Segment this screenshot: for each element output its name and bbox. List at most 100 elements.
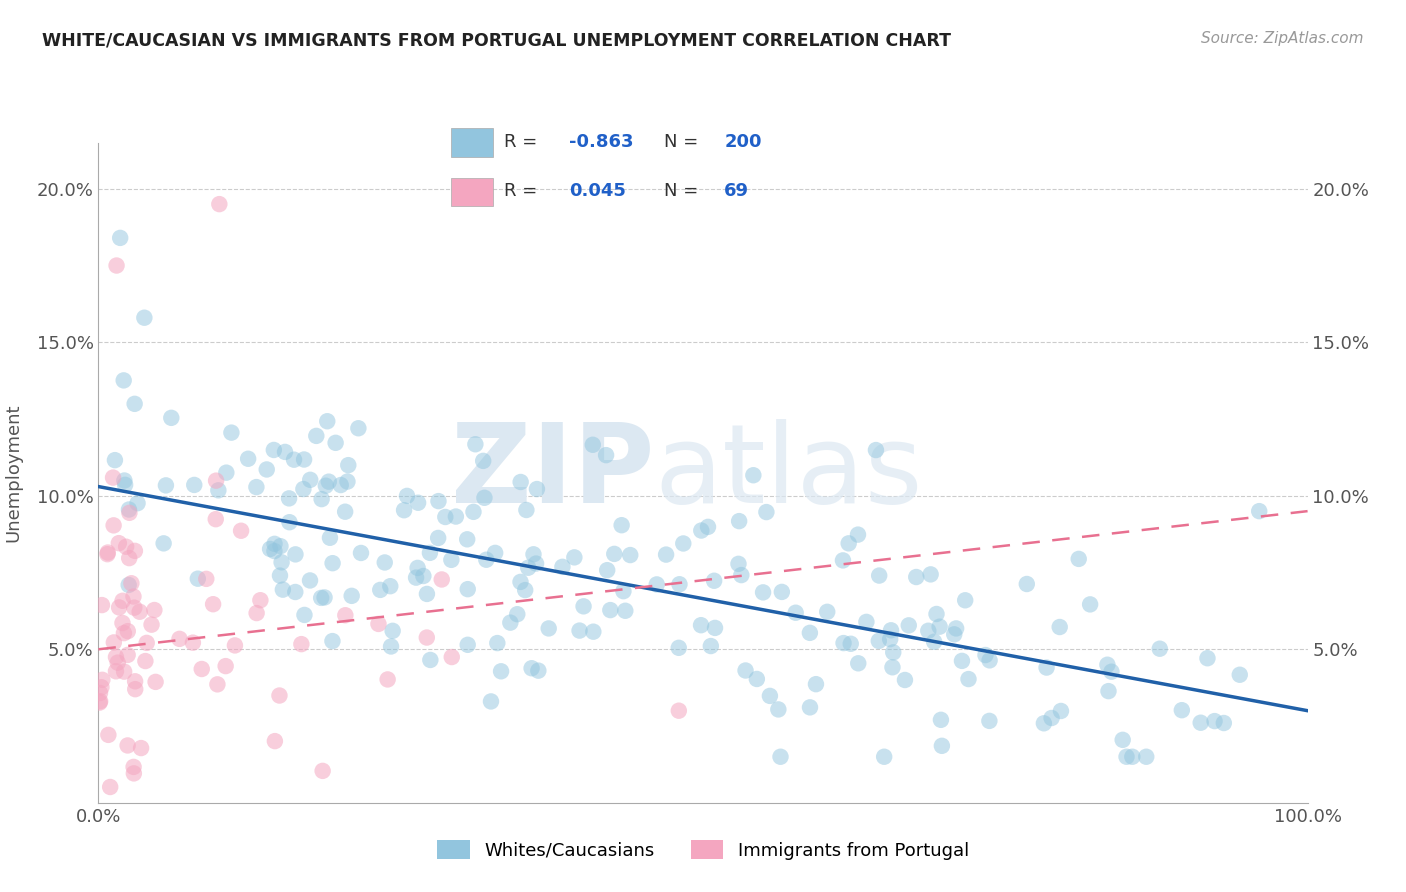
Point: [815, 605, 838, 619]
Point: [141, 617, 163, 632]
FancyBboxPatch shape: [451, 128, 494, 157]
Point: [475, 553, 498, 567]
Point: [215, 466, 238, 480]
Point: [135, 636, 157, 650]
Point: [104, 665, 127, 679]
Point: [367, 616, 389, 631]
Text: R =: R =: [505, 133, 543, 151]
Point: [928, 620, 950, 634]
Point: [263, 544, 285, 558]
Point: [464, 437, 486, 451]
Point: [406, 561, 429, 575]
Point: [381, 624, 404, 638]
Point: [1249, 504, 1271, 518]
Point: [124, 544, 146, 558]
Point: [672, 536, 695, 550]
Point: [953, 593, 976, 607]
Point: [655, 548, 678, 562]
Point: [832, 636, 855, 650]
Point: [205, 474, 228, 488]
Point: [118, 551, 141, 566]
Point: [768, 702, 790, 716]
Point: [299, 473, 322, 487]
Point: [269, 689, 291, 703]
Point: [515, 503, 537, 517]
Point: [1035, 660, 1057, 674]
Point: [517, 560, 540, 574]
Point: [522, 547, 544, 561]
Point: [416, 631, 439, 645]
Point: [520, 661, 543, 675]
Text: 69: 69: [724, 182, 749, 201]
Point: [143, 603, 166, 617]
Point: [690, 524, 713, 538]
Point: [181, 635, 204, 649]
Point: [1189, 715, 1212, 730]
Point: [1049, 620, 1071, 634]
Point: [509, 574, 531, 589]
Point: [101, 470, 124, 484]
Point: [799, 700, 821, 714]
Point: [894, 673, 917, 687]
Point: [1135, 749, 1157, 764]
Point: [278, 491, 301, 506]
Point: [1229, 667, 1251, 681]
Point: [440, 650, 463, 665]
Point: [183, 478, 205, 492]
Point: [322, 556, 344, 570]
Point: [319, 531, 342, 545]
Point: [868, 568, 890, 582]
Point: [207, 677, 229, 691]
Point: [931, 739, 953, 753]
Point: [846, 527, 869, 541]
Point: [416, 587, 439, 601]
Point: [479, 694, 502, 708]
Point: [114, 478, 136, 492]
Point: [337, 458, 360, 472]
Point: [112, 626, 135, 640]
Point: [610, 518, 633, 533]
Point: [700, 639, 723, 653]
Point: [457, 638, 479, 652]
Point: [333, 505, 356, 519]
Point: [430, 573, 453, 587]
Point: [745, 672, 768, 686]
Point: [111, 594, 134, 608]
Point: [690, 618, 713, 632]
Point: [221, 425, 243, 440]
Point: [269, 539, 291, 553]
Point: [1121, 749, 1143, 764]
Point: [855, 615, 877, 629]
Point: [190, 662, 212, 676]
Point: [115, 540, 138, 554]
Point: [412, 569, 434, 583]
Point: [704, 621, 727, 635]
Point: [728, 514, 751, 528]
Point: [419, 653, 441, 667]
Point: [873, 749, 896, 764]
Point: [195, 572, 218, 586]
Point: [526, 482, 548, 496]
Point: [107, 656, 129, 670]
Point: [321, 634, 343, 648]
Point: [599, 603, 621, 617]
Point: [395, 489, 418, 503]
Point: [434, 510, 457, 524]
Point: [274, 445, 297, 459]
Point: [456, 533, 478, 547]
Point: [1149, 641, 1171, 656]
Point: [727, 557, 749, 571]
Text: Source: ZipAtlas.com: Source: ZipAtlas.com: [1201, 31, 1364, 46]
Point: [838, 536, 860, 550]
Point: [668, 577, 690, 591]
Point: [336, 475, 359, 489]
Point: [472, 454, 495, 468]
Point: [879, 632, 901, 647]
Point: [97, 545, 120, 559]
Point: [278, 515, 301, 529]
Point: [112, 373, 135, 387]
Point: [263, 537, 285, 551]
Point: [134, 654, 156, 668]
Point: [318, 475, 340, 489]
Point: [104, 650, 127, 665]
